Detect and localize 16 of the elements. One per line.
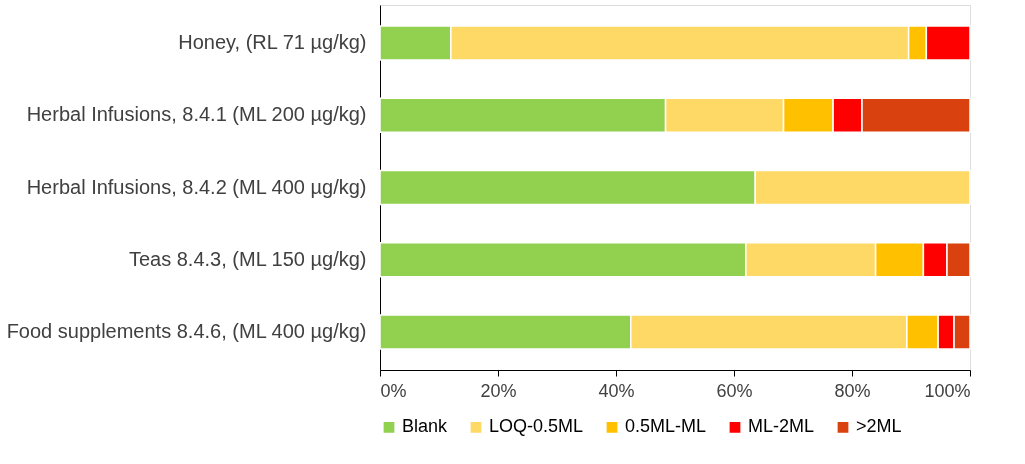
legend-label: 0.5ML-ML xyxy=(625,416,707,437)
y-tick-label: Food supplements 8.4.6, (ML 400 µg/kg) xyxy=(6,320,367,343)
legend-label: >2ML xyxy=(856,416,902,437)
x-tick-label: 0% xyxy=(380,380,407,401)
legend-label: ML-2ML xyxy=(748,416,815,437)
x-tick-label: 60% xyxy=(716,380,753,401)
x-tick-label: 100% xyxy=(924,380,971,401)
x-tick-label: 80% xyxy=(834,380,871,401)
legend-label: Blank xyxy=(402,416,449,437)
x-tick-label: 20% xyxy=(480,380,517,401)
y-tick-label: Honey, (RL 71 µg/kg) xyxy=(178,30,367,53)
y-tick-label: Teas 8.4.3, (ML 150 µg/kg) xyxy=(128,247,367,270)
y-tick-label: Herbal Infusions, 8.4.1 (ML 200 µg/kg) xyxy=(26,103,367,126)
x-tick-label: 40% xyxy=(598,380,635,401)
y-tick-label: Herbal Infusions, 8.4.2 (ML 400 µg/kg) xyxy=(26,175,367,198)
legend-label: LOQ-0.5ML xyxy=(489,416,584,437)
